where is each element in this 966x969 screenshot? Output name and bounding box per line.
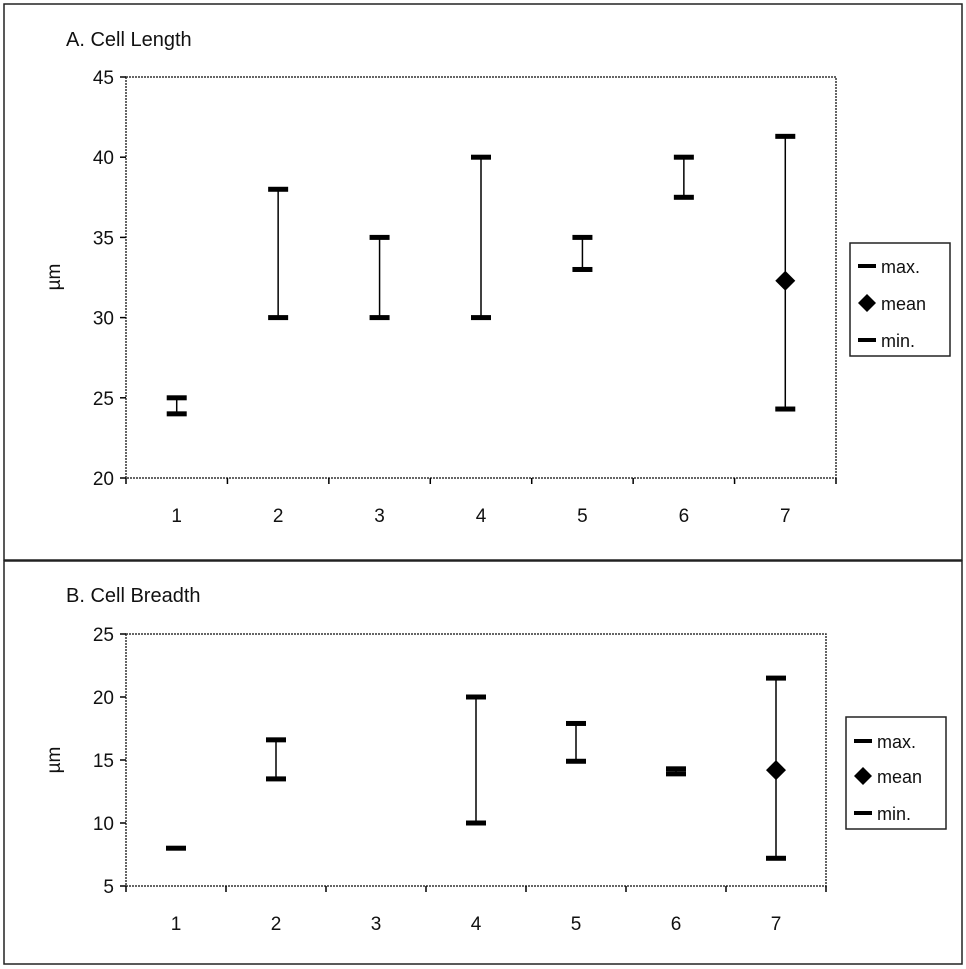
y-tick-label: 20 — [93, 688, 114, 709]
max-marker — [766, 675, 786, 681]
y-tick-label: 25 — [93, 625, 114, 646]
min-marker — [572, 266, 593, 272]
panel-b-legend: max. mean min. — [845, 716, 947, 830]
max-marker — [268, 186, 289, 192]
legend-mean-label: mean — [881, 294, 926, 314]
y-tick-label: 30 — [93, 309, 114, 330]
panel-b-frame — [3, 560, 963, 965]
y-tick-label: 35 — [93, 228, 114, 249]
max-marker — [166, 845, 186, 851]
panel-b-plot: 5 10 15 20 25 1 2 3 4 5 6 7 — [93, 625, 827, 935]
min-marker — [766, 855, 786, 861]
x-tick-label: 7 — [771, 914, 782, 935]
y-tick-label: 10 — [93, 814, 114, 835]
x-tick-label: 4 — [476, 506, 487, 527]
min-marker — [166, 411, 187, 417]
x-tick-label: 1 — [171, 506, 182, 527]
legend-max-label: max. — [881, 257, 920, 277]
max-marker — [266, 737, 286, 743]
min-marker — [775, 406, 796, 412]
max-marker — [775, 133, 796, 139]
panel-a-frame — [3, 3, 963, 561]
legend-max-label: max. — [877, 732, 916, 752]
y-tick-label: 45 — [93, 68, 114, 89]
panel-b: B. Cell Breadth µm 5 10 15 20 25 1 2 3 4 5 6 7 max.… — [3, 560, 963, 965]
max-marker — [471, 154, 491, 160]
x-tick-label: 5 — [571, 914, 582, 935]
x-tick-label: 6 — [671, 914, 682, 935]
max-marker — [673, 154, 694, 160]
mean-marker — [775, 270, 796, 291]
min-marker — [471, 315, 491, 321]
max-marker — [666, 766, 686, 772]
max-marker — [466, 694, 486, 700]
y-tick-label: 20 — [93, 469, 114, 490]
legend-min-label: min. — [881, 331, 915, 351]
x-tick-label: 3 — [371, 914, 382, 935]
y-tick-label: 40 — [93, 148, 114, 169]
x-tick-label: 3 — [374, 506, 385, 527]
legend-min-label: min. — [877, 804, 911, 824]
panel-a-y-axis-label: µm — [44, 264, 65, 291]
x-tick-label: 7 — [780, 506, 791, 527]
max-marker — [166, 395, 187, 401]
panel-a-legend: max. mean min. — [849, 242, 951, 357]
max-marker — [369, 234, 390, 240]
min-marker — [268, 315, 289, 321]
x-tick-label: 1 — [171, 914, 182, 935]
panel-b-y-axis-label: µm — [44, 747, 65, 774]
legend-max-marker — [854, 739, 872, 743]
legend-mean-marker — [854, 767, 872, 785]
min-marker — [369, 315, 390, 321]
legend-mean-label: mean — [877, 767, 922, 787]
mean-marker — [766, 760, 786, 781]
min-marker — [673, 194, 694, 200]
x-tick-label: 4 — [471, 914, 482, 935]
legend-min-marker — [858, 338, 876, 342]
y-tick-label: 5 — [103, 877, 114, 898]
x-tick-label: 6 — [679, 506, 690, 527]
x-tick-label: 5 — [577, 506, 588, 527]
x-tick-label: 2 — [271, 914, 282, 935]
max-marker — [566, 720, 586, 726]
y-tick-label: 25 — [93, 389, 114, 410]
y-tick-label: 15 — [93, 751, 114, 772]
x-tick-label: 2 — [273, 506, 284, 527]
legend-min-marker — [854, 811, 872, 815]
min-marker — [466, 820, 486, 826]
panel-a-title: A. Cell Length — [66, 29, 192, 51]
panel-a-plot-area — [125, 76, 837, 479]
max-marker — [572, 234, 593, 240]
panel-b-title: B. Cell Breadth — [66, 585, 201, 607]
min-marker — [266, 776, 286, 782]
min-marker — [566, 758, 586, 764]
min-marker — [666, 771, 686, 777]
legend-max-marker — [858, 264, 876, 268]
legend-mean-marker — [858, 294, 876, 312]
